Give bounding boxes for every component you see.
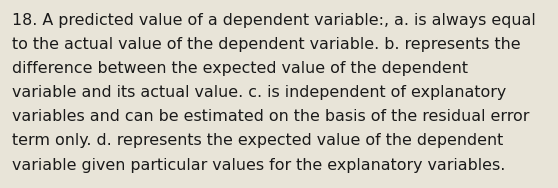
Text: variable given particular values for the explanatory variables.: variable given particular values for the… — [12, 158, 506, 173]
Text: variable and its actual value. c. is independent of explanatory: variable and its actual value. c. is ind… — [12, 85, 507, 100]
Text: variables and can be estimated on the basis of the residual error: variables and can be estimated on the ba… — [12, 109, 530, 124]
Text: to the actual value of the dependent variable. b. represents the: to the actual value of the dependent var… — [12, 37, 521, 52]
Text: 18. A predicted value of a dependent variable:, a. is always equal: 18. A predicted value of a dependent var… — [12, 13, 536, 28]
Text: term only. d. represents the expected value of the dependent: term only. d. represents the expected va… — [12, 133, 503, 149]
Text: difference between the expected value of the dependent: difference between the expected value of… — [12, 61, 468, 76]
